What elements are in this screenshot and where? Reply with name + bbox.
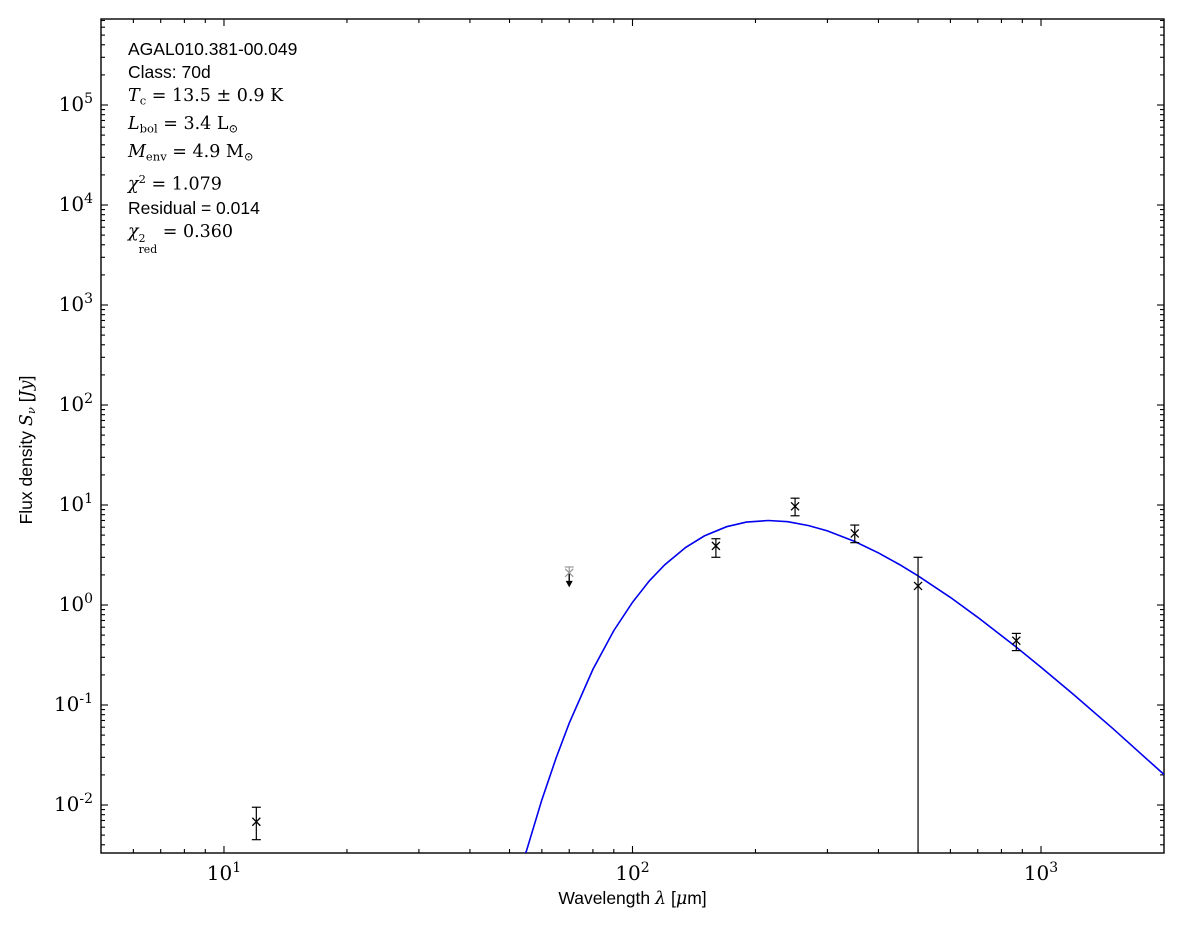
axis-tick-labels: 101 102 103 10-2 10-1 100 101 102 103 104 105 <box>54 91 1058 885</box>
annotation-line: χ 2 red = 0.360 <box>128 221 234 256</box>
annotation-line: Tc = 13.5 ± 0.9 K <box>128 85 284 108</box>
data-point-upper-limit <box>564 566 574 588</box>
y-tick-label: 105 <box>59 91 93 116</box>
data-point <box>711 538 721 558</box>
annotation-line: AGAL010.381-00.049 <box>128 39 298 59</box>
y-axis-label: Flux density Sν [Jy] <box>15 375 39 525</box>
data-point <box>850 524 860 544</box>
y-tick-label: 102 <box>59 391 93 416</box>
x-axis-label: Wavelength λ [μm] <box>558 888 707 909</box>
y-tick-label: 10-1 <box>54 691 93 716</box>
y-tick-label: 101 <box>59 491 93 516</box>
annotation-line: Menv = 4.9 M⊙ <box>128 141 254 163</box>
data-point <box>1011 632 1021 652</box>
data-point <box>251 806 261 841</box>
annotation-block: AGAL010.381-00.049 Class: 70d Tc = 13.5 ± … <box>128 38 297 256</box>
model-curve <box>524 519 1164 853</box>
y-tick-label: 10-2 <box>54 791 93 816</box>
data-point <box>790 497 800 517</box>
x-tick-label: 103 <box>1024 860 1058 885</box>
data-point <box>913 556 923 853</box>
annotation-line: Class: 70d <box>128 62 211 83</box>
annotation-line: χ2 = 1.079 <box>128 172 222 195</box>
x-tick-label: 102 <box>615 860 649 885</box>
y-tick-label: 100 <box>59 591 93 616</box>
x-tick-label: 101 <box>207 860 241 885</box>
data-points <box>251 497 1021 853</box>
y-tick-label: 104 <box>59 191 93 216</box>
y-tick-label: 103 <box>59 291 93 316</box>
annotation-line: Residual = 0.014 <box>128 198 260 219</box>
axis-ticks <box>101 19 1164 853</box>
annotation-line: Lbol = 3.4 L⊙ <box>128 113 239 136</box>
